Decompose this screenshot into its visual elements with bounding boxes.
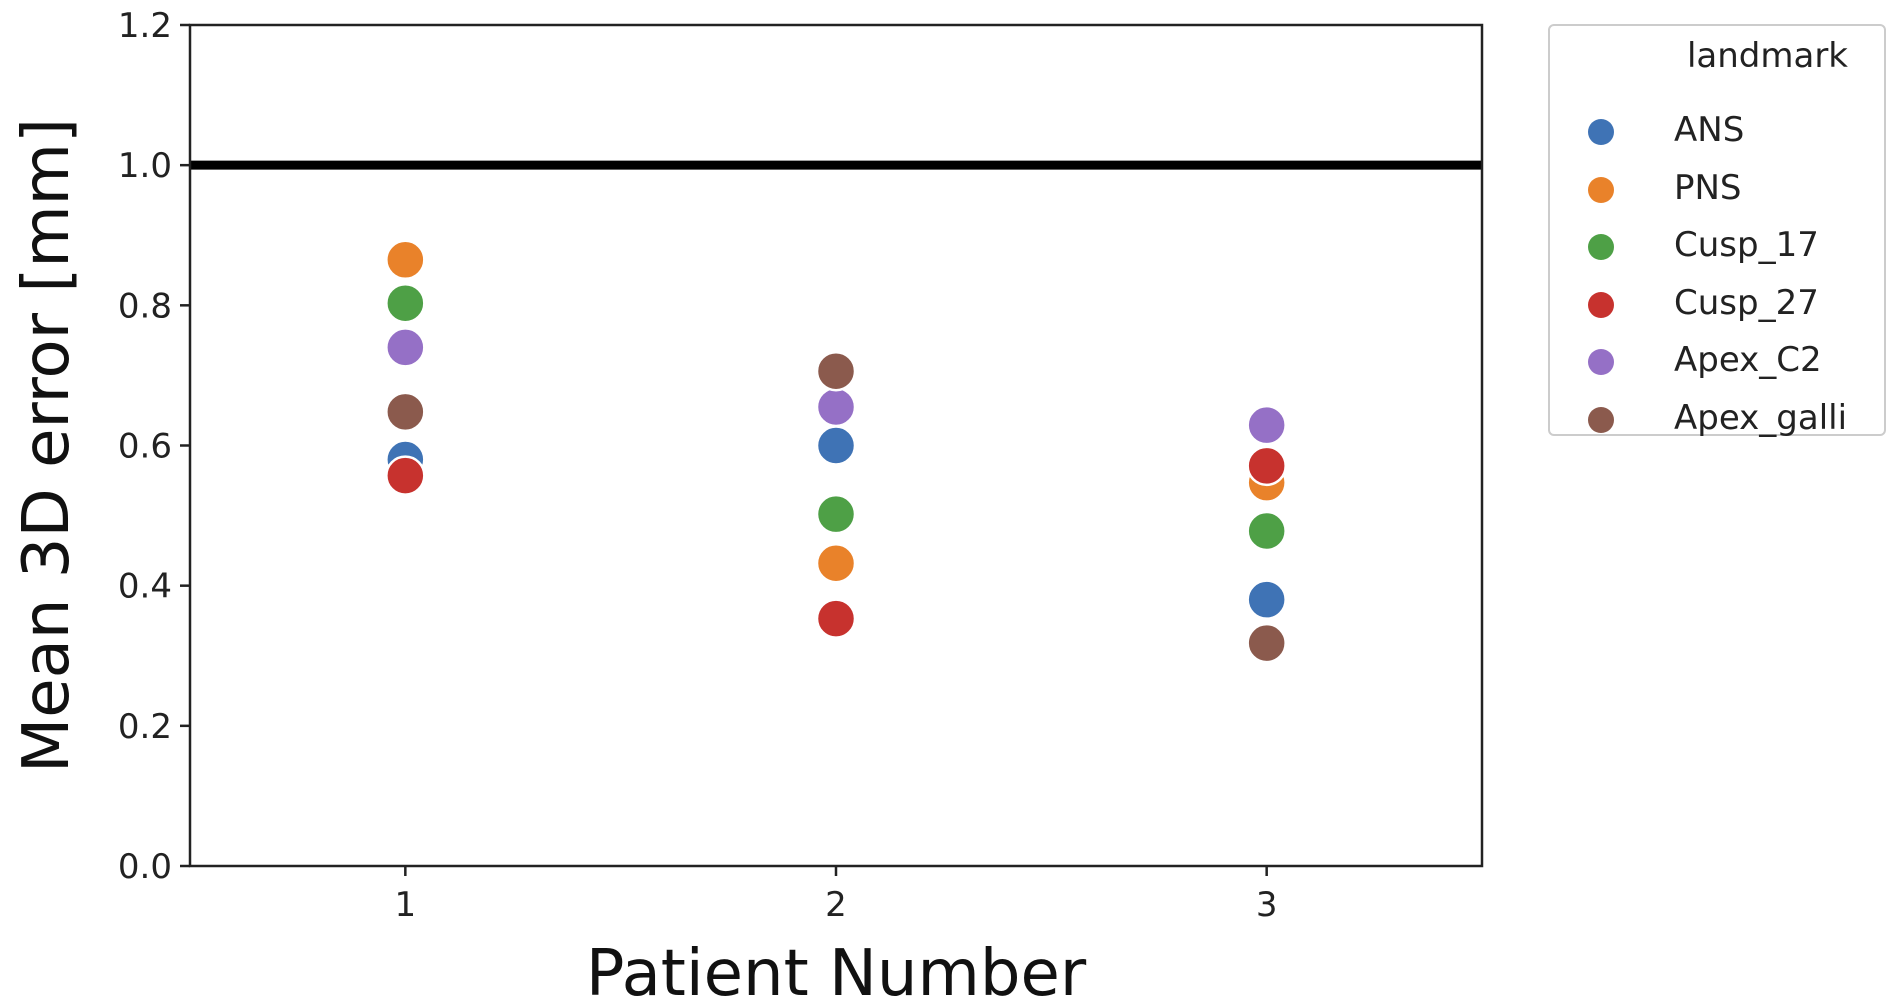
data-point-apex-galli <box>385 391 426 433</box>
data-point-apex-c2 <box>1246 404 1287 446</box>
data-point-ans <box>1246 579 1287 620</box>
legend-item-apex-galli: Apex_galli <box>1550 392 1884 448</box>
data-point-apex-galli <box>1246 622 1287 664</box>
legend-marker <box>1588 119 1614 145</box>
legend-item-pns: PNS <box>1550 162 1884 218</box>
legend-title: landmark <box>1686 36 1848 76</box>
x-tick-label: 3 <box>1256 885 1278 925</box>
legend-label: Apex_galli <box>1674 397 1848 438</box>
data-points <box>385 239 1287 664</box>
legend-label: PNS <box>1674 167 1742 208</box>
legend-marker <box>1588 234 1614 260</box>
legend-marker <box>1588 406 1614 433</box>
y-axis-title: Mean 3D error [mm] <box>10 118 84 773</box>
y-tick-label: 1.2 <box>118 6 172 46</box>
data-point-cusp-17 <box>385 282 426 324</box>
y-tick-label: 1.0 <box>118 146 172 186</box>
data-point-cusp-17 <box>1246 510 1287 552</box>
y-tick-label: 0.8 <box>118 286 172 326</box>
legend-marker <box>1588 349 1614 375</box>
legend-label: Cusp_17 <box>1674 225 1819 265</box>
legend-label: Cusp_27 <box>1674 282 1819 323</box>
legend-item-cusp-17: Cusp_17 <box>1550 219 1884 275</box>
data-point-pns <box>385 239 426 281</box>
y-tick-label: 0.6 <box>118 427 172 467</box>
data-point-cusp-27 <box>385 455 426 496</box>
legend-marker <box>1588 176 1614 203</box>
y-axis-ticks: 0.0 0.2 0.4 0.6 0.8 1.0 1.2 <box>118 6 190 887</box>
data-point-cusp-27 <box>815 598 857 639</box>
x-tick-label: 1 <box>395 885 417 925</box>
legend-label: ANS <box>1674 110 1745 150</box>
y-tick-label: 0.0 <box>118 847 172 887</box>
plot-area-frame <box>188 23 1484 868</box>
legend-marker <box>1588 291 1614 318</box>
data-point-apex-galli <box>815 350 857 392</box>
data-point-apex-c2 <box>385 327 426 368</box>
y-tick-label: 0.2 <box>118 707 172 747</box>
legend-item-cusp-27: Cusp_27 <box>1550 277 1884 333</box>
legend-item-ans: ANS <box>1550 104 1884 160</box>
data-point-pns <box>815 542 857 584</box>
data-point-cusp-27 <box>1246 445 1287 487</box>
x-axis-ticks: 1 2 3 <box>395 866 1278 925</box>
legend: landmark ANS PNS Cusp_17 Cusp_27 Apex_C2 Apex… <box>1548 24 1886 438</box>
y-tick-label: 0.4 <box>118 567 172 607</box>
data-point-cusp-17 <box>815 493 857 535</box>
data-point-apex-c2 <box>815 386 857 428</box>
legend-item-apex-c2: Apex_C2 <box>1550 334 1884 390</box>
x-tick-label: 2 <box>825 885 847 925</box>
x-axis-title: Patient Number <box>586 937 1087 1008</box>
data-point-ans <box>815 425 857 466</box>
legend-label: Apex_C2 <box>1674 340 1822 380</box>
